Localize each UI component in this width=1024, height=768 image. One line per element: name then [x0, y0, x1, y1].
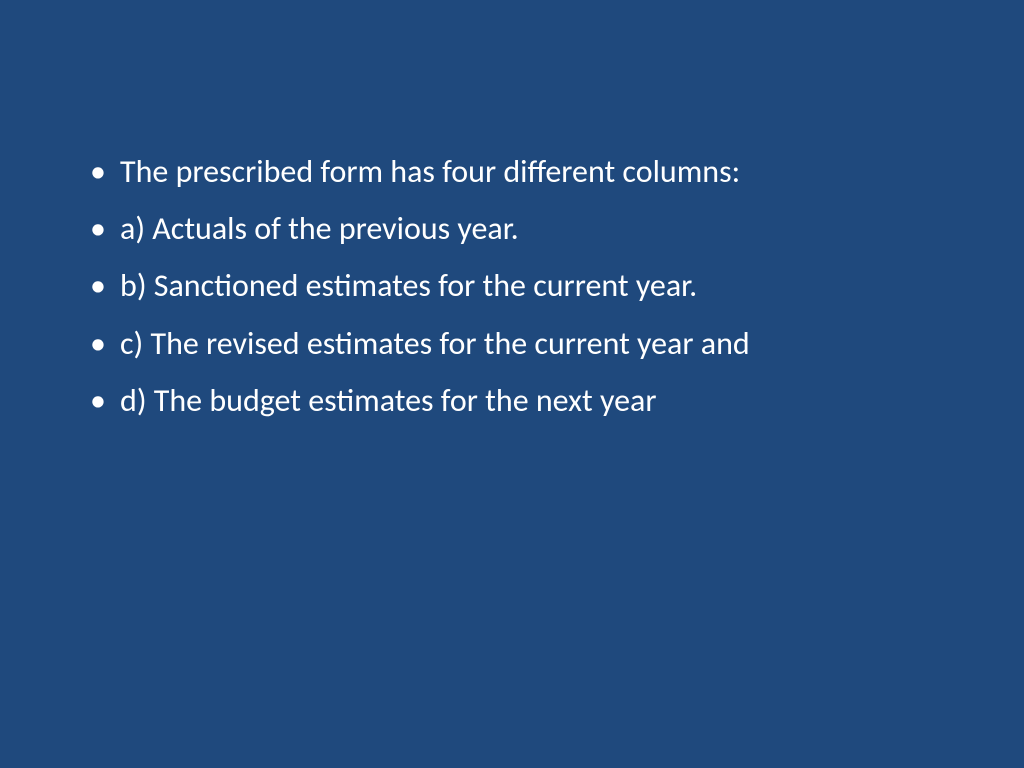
bullet-item: The prescribed form has four different c… — [80, 150, 944, 193]
slide: The prescribed form has four different c… — [0, 0, 1024, 768]
bullet-item: a) Actuals of the previous year. — [80, 207, 944, 250]
bullet-item: b) Sanctioned estimates for the current … — [80, 264, 944, 307]
bullet-item: d) The budget estimates for the next yea… — [80, 379, 944, 422]
bullet-list: The prescribed form has four different c… — [80, 150, 944, 422]
bullet-item: c) The revised estimates for the current… — [80, 322, 944, 365]
